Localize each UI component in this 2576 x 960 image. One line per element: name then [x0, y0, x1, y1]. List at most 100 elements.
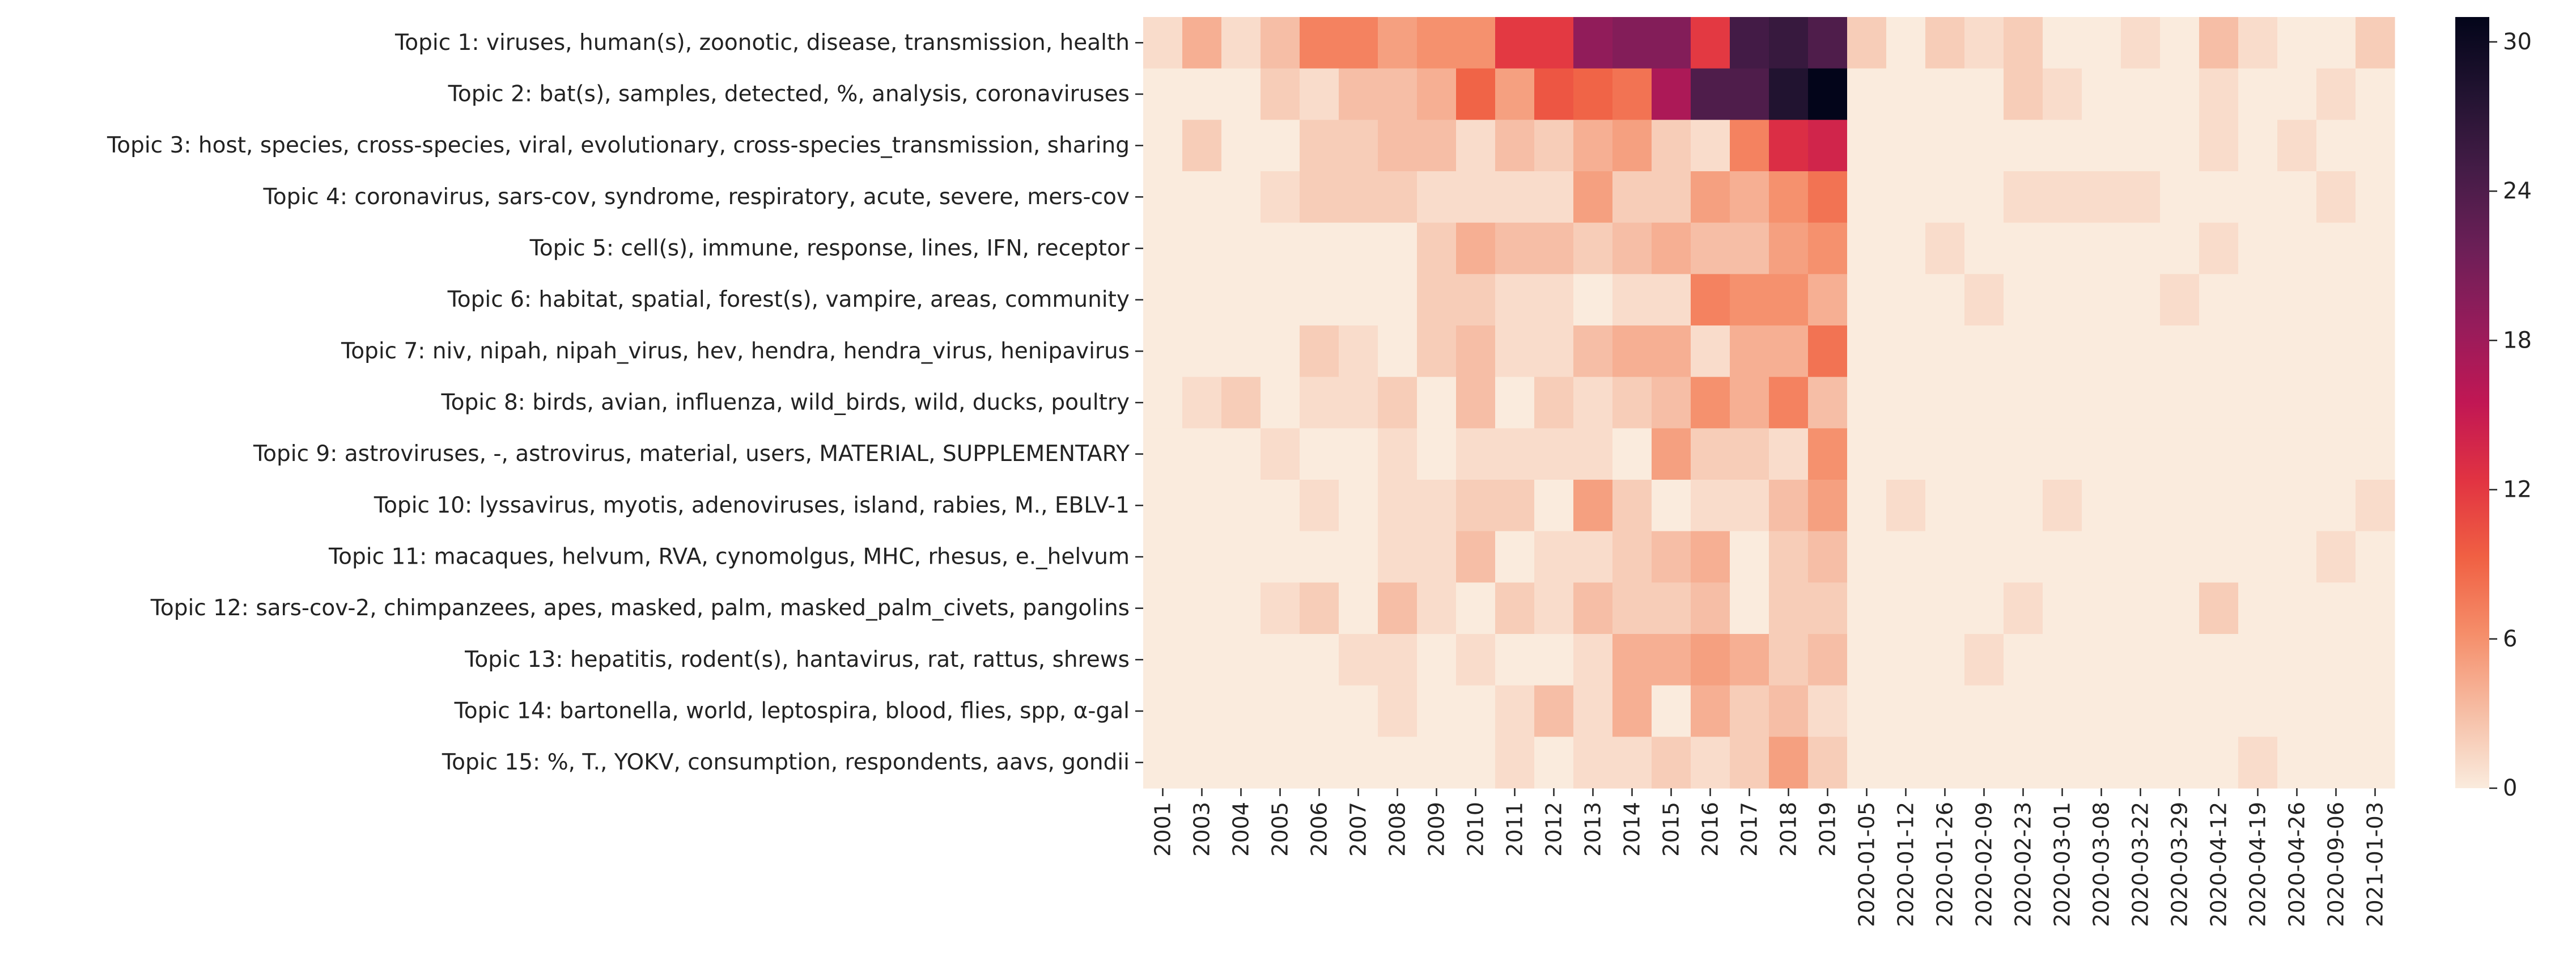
heatmap-cell [1964, 120, 2004, 172]
heatmap-cell [1730, 171, 1769, 223]
heatmap-cell [1652, 634, 1691, 686]
heatmap-cell [2004, 737, 2043, 789]
heatmap-cell [1730, 531, 1769, 583]
heatmap-cell [1182, 274, 1222, 326]
heatmap-cell [1612, 428, 1652, 480]
heatmap-cell [2043, 377, 2082, 429]
heatmap-cell [1495, 120, 1535, 172]
heatmap-cell [2356, 634, 2395, 686]
heatmap-cell [1417, 685, 1457, 737]
heatmap-cell [1300, 325, 1339, 378]
column-label: 2010 [1463, 802, 1488, 857]
heatmap-cell [1573, 737, 1613, 789]
heatmap-cell [1612, 634, 1652, 686]
heatmap-cell [1925, 582, 1965, 635]
heatmap-cell [2082, 377, 2121, 429]
heatmap-cell [1300, 377, 1339, 429]
heatmap-cell [2043, 222, 2082, 274]
heatmap-cell [1847, 582, 1887, 635]
heatmap-cell [1925, 68, 1965, 120]
heatmap-cell [2160, 222, 2200, 274]
row-label: Topic 7: niv, nipah, nipah_virus, hev, h… [341, 339, 1130, 364]
heatmap-cell [1495, 171, 1535, 223]
heatmap-cell [1417, 68, 1457, 120]
heatmap-cell [1808, 68, 1848, 120]
column-label: 2006 [1307, 802, 1332, 857]
heatmap-cell [1221, 737, 1261, 789]
heatmap-cell [1808, 17, 1848, 69]
heatmap-cell [2238, 120, 2278, 172]
heatmap-cell [2199, 171, 2239, 223]
heatmap-cell [2121, 480, 2161, 532]
heatmap-cell [1612, 685, 1652, 737]
heatmap-cell [1769, 17, 1809, 69]
heatmap-cell [2082, 171, 2121, 223]
row-label: Topic 15: %, T., YOKV, consumption, resp… [442, 750, 1130, 775]
heatmap-cell [2277, 428, 2317, 480]
heatmap-cell [1378, 737, 1418, 789]
heatmap-cell [1261, 68, 1300, 120]
heatmap-cell [1808, 377, 1848, 429]
heatmap-cell [1495, 634, 1535, 686]
heatmap-cell [1691, 531, 1730, 583]
heatmap-cell [1730, 480, 1769, 532]
heatmap-cell [1534, 634, 1574, 686]
heatmap-cell [1652, 222, 1691, 274]
heatmap-cell [1221, 582, 1261, 635]
column-label: 2020-02-09 [1972, 802, 1997, 927]
heatmap-cell [2199, 222, 2239, 274]
heatmap-cell [1534, 531, 1574, 583]
column-label: 2020-01-12 [1894, 802, 1919, 927]
heatmap-cell [1847, 428, 1887, 480]
column-label: 2020-03-08 [2089, 802, 2114, 927]
heatmap-cell [2121, 120, 2161, 172]
heatmap-cell [1730, 222, 1769, 274]
row-label: Topic 9: astroviruses, -, astrovirus, ma… [253, 441, 1130, 467]
colorbar: 0 6 12 18 24 30 [2455, 17, 2532, 801]
heatmap-cell [1886, 480, 1926, 532]
row-label: Topic 14: bartonella, world, leptospira,… [454, 699, 1130, 724]
heatmap-cell [1221, 480, 1261, 532]
heatmap-cell [1182, 68, 1222, 120]
heatmap-cell [2121, 582, 2161, 635]
heatmap-cell [1182, 685, 1222, 737]
heatmap-cell [2199, 120, 2239, 172]
column-label: 2012 [1542, 802, 1567, 857]
heatmap-cell [1886, 17, 1926, 69]
heatmap-cell [1417, 377, 1457, 429]
column-label: 2020-04-19 [2246, 802, 2271, 927]
heatmap-cell [1925, 377, 1965, 429]
heatmap-cell [1769, 480, 1809, 532]
heatmap-cell [2277, 685, 2317, 737]
heatmap-cell [2160, 17, 2200, 69]
heatmap-cell [1456, 222, 1496, 274]
heatmap-cell [2082, 480, 2121, 532]
heatmap-cell [1964, 480, 2004, 532]
heatmap-cell [1495, 274, 1535, 326]
heatmap-cell [2238, 531, 2278, 583]
heatmap-cell [2277, 68, 2317, 120]
colorbar-tick-label: 12 [2503, 477, 2532, 503]
heatmap-cell [2043, 634, 2082, 686]
heatmap-cell [2160, 685, 2200, 737]
heatmap-cell [1730, 120, 1769, 172]
heatmap-cell [1691, 274, 1730, 326]
heatmap-cell [2043, 171, 2082, 223]
heatmap-cell [1221, 685, 1261, 737]
heatmap-cell [2356, 685, 2395, 737]
heatmap-cell [2082, 737, 2121, 789]
heatmap-cell [2316, 325, 2356, 378]
heatmap-cell [1652, 68, 1691, 120]
heatmap-cell [2043, 531, 2082, 583]
heatmap-cell [1261, 171, 1300, 223]
heatmap-cell [1691, 171, 1730, 223]
column-label: 2020-03-01 [2050, 802, 2075, 927]
heatmap-cell [1300, 171, 1339, 223]
heatmap-cell [2082, 685, 2121, 737]
heatmap-cell [1417, 480, 1457, 532]
heatmap-cell [2356, 222, 2395, 274]
heatmap-cell [2160, 634, 2200, 686]
heatmap-cell [1925, 737, 1965, 789]
heatmap-cell [1261, 634, 1300, 686]
